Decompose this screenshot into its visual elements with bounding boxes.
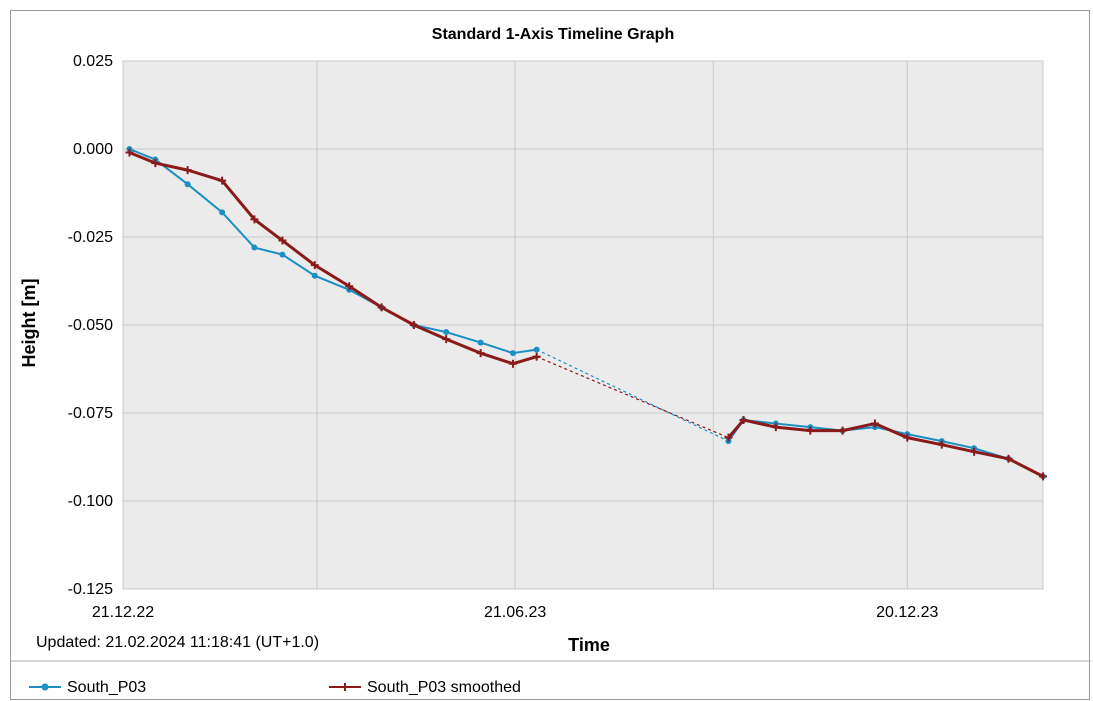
data-point bbox=[311, 272, 318, 279]
legend-swatch-marker bbox=[341, 683, 349, 691]
x-tick-label: 21.12.22 bbox=[92, 604, 154, 621]
data-point bbox=[218, 176, 227, 185]
data-point bbox=[937, 440, 946, 449]
data-point bbox=[184, 181, 191, 188]
legend: South_P03 South_P03 smoothed bbox=[29, 679, 521, 696]
data-point bbox=[1004, 454, 1013, 463]
y-tick-label: -0.125 bbox=[68, 581, 113, 598]
data-point bbox=[771, 423, 780, 432]
legend-swatch-marker bbox=[41, 683, 49, 691]
data-point bbox=[806, 426, 815, 435]
data-point bbox=[903, 433, 912, 442]
data-point bbox=[442, 335, 451, 344]
data-point bbox=[125, 148, 134, 157]
series-layer bbox=[125, 146, 1047, 481]
timeline-chart: Standard 1-Axis Timeline Graph 0.025 0.00… bbox=[11, 26, 1091, 696]
data-point bbox=[151, 159, 160, 168]
data-point bbox=[409, 321, 418, 329]
data-point bbox=[219, 209, 226, 216]
data-point bbox=[476, 349, 485, 358]
x-axis-label: Time bbox=[568, 635, 610, 655]
data-point bbox=[183, 166, 192, 175]
data-point bbox=[278, 236, 287, 245]
data-point bbox=[377, 303, 386, 312]
data-point bbox=[250, 215, 259, 224]
x-tick-label: 21.06.23 bbox=[484, 604, 546, 621]
y-tick-label: 0.000 bbox=[73, 141, 113, 158]
y-tick-label: -0.075 bbox=[68, 405, 113, 422]
y-tick-label: -0.025 bbox=[68, 229, 113, 246]
data-point bbox=[509, 350, 516, 357]
data-point bbox=[724, 433, 733, 442]
data-point bbox=[443, 329, 450, 336]
legend-label: South_P03 smoothed bbox=[367, 679, 521, 696]
data-point bbox=[508, 359, 517, 368]
x-tick-label: 20.12.23 bbox=[876, 604, 938, 621]
chart-frame: Standard 1-Axis Timeline Graph 0.025 0.00… bbox=[10, 10, 1091, 700]
data-point bbox=[345, 282, 354, 291]
data-point bbox=[870, 419, 879, 428]
series-line bbox=[129, 148, 537, 355]
y-tick-label: -0.100 bbox=[68, 493, 113, 510]
data-point bbox=[533, 346, 540, 353]
data-point bbox=[251, 244, 258, 251]
y-axis-label: Height [m] bbox=[19, 279, 39, 368]
series-line bbox=[128, 151, 538, 366]
y-tick-label: -0.050 bbox=[68, 317, 113, 334]
gap-connector bbox=[536, 356, 729, 439]
y-tick-label: 0.025 bbox=[73, 53, 113, 70]
legend-label: South_P03 bbox=[67, 679, 146, 696]
data-point bbox=[970, 447, 979, 456]
grid-lines bbox=[123, 60, 1043, 590]
data-point bbox=[739, 416, 748, 425]
chart-title: Standard 1-Axis Timeline Graph bbox=[432, 26, 674, 43]
updated-timestamp: Updated: 21.02.2024 11:18:41 (UT+1.0) bbox=[36, 634, 319, 651]
data-point bbox=[838, 426, 847, 435]
axis-labels: 0.025 0.000 -0.025 -0.050 -0.075 -0.100 -0.125… bbox=[68, 53, 939, 621]
data-point bbox=[1039, 472, 1047, 481]
data-point bbox=[532, 352, 541, 361]
data-point bbox=[279, 251, 286, 258]
data-point bbox=[310, 261, 319, 270]
data-point bbox=[477, 339, 484, 346]
